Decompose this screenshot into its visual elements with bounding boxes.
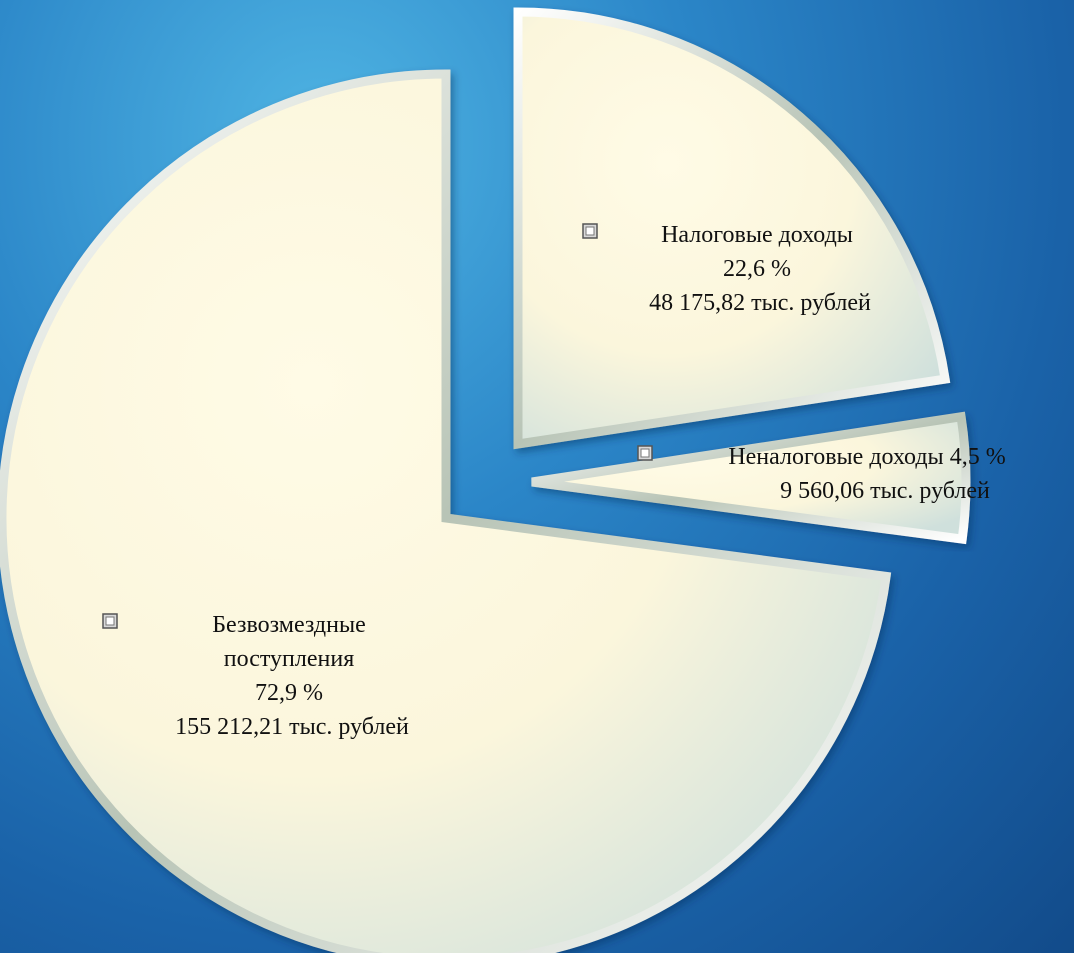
label-name-line1: Безвозмездные [212, 612, 366, 638]
label-name-percent: Неналоговые доходы 4,5 % [728, 444, 1005, 470]
label-value: 9 560,06 тыс. рублей [780, 478, 990, 504]
svg-text:Безвозмездные поступлени: Безвозмездные поступления 72,9 % 155 212… [175, 612, 409, 740]
svg-text:Налоговые доходы 22,6 %: Налоговые доходы 22,6 % 48 175,82 тыс. р… [649, 222, 871, 316]
svg-text:Неналоговые доходы 4,5 %: Неналоговые доходы 4,5 % 9 560,06 тыс. р… [728, 444, 1011, 504]
label-name-line2: поступления [224, 646, 354, 672]
legend-marker-icon [102, 613, 118, 629]
label-percent: 22,6 % [723, 256, 791, 282]
legend-marker-icon [637, 445, 653, 461]
label-percent: 4,5 % [950, 444, 1006, 470]
slices-layer [0, 7, 971, 953]
pie-slice-non-tax-revenue[interactable] [531, 411, 971, 545]
pie-slice-tax-revenue[interactable] [513, 7, 951, 450]
data-label-non-tax-revenue: Неналоговые доходы 4,5 % 9 560,06 тыс. р… [637, 444, 1011, 504]
label-value: 48 175,82 тыс. рублей [649, 290, 871, 316]
data-label-gratuitous-receipts: Безвозмездные поступления 72,9 % 155 212… [102, 612, 409, 740]
pie-slice-gratuitous-receipts[interactable] [0, 69, 892, 953]
label-name: Неналоговые доходы [728, 444, 943, 470]
data-label-tax-revenue: Налоговые доходы 22,6 % 48 175,82 тыс. р… [582, 222, 871, 316]
label-percent: 72,9 % [255, 680, 323, 706]
legend-marker-icon [582, 223, 598, 239]
label-name: Налоговые доходы [661, 222, 853, 248]
label-value: 155 212,21 тыс. рублей [175, 714, 409, 740]
